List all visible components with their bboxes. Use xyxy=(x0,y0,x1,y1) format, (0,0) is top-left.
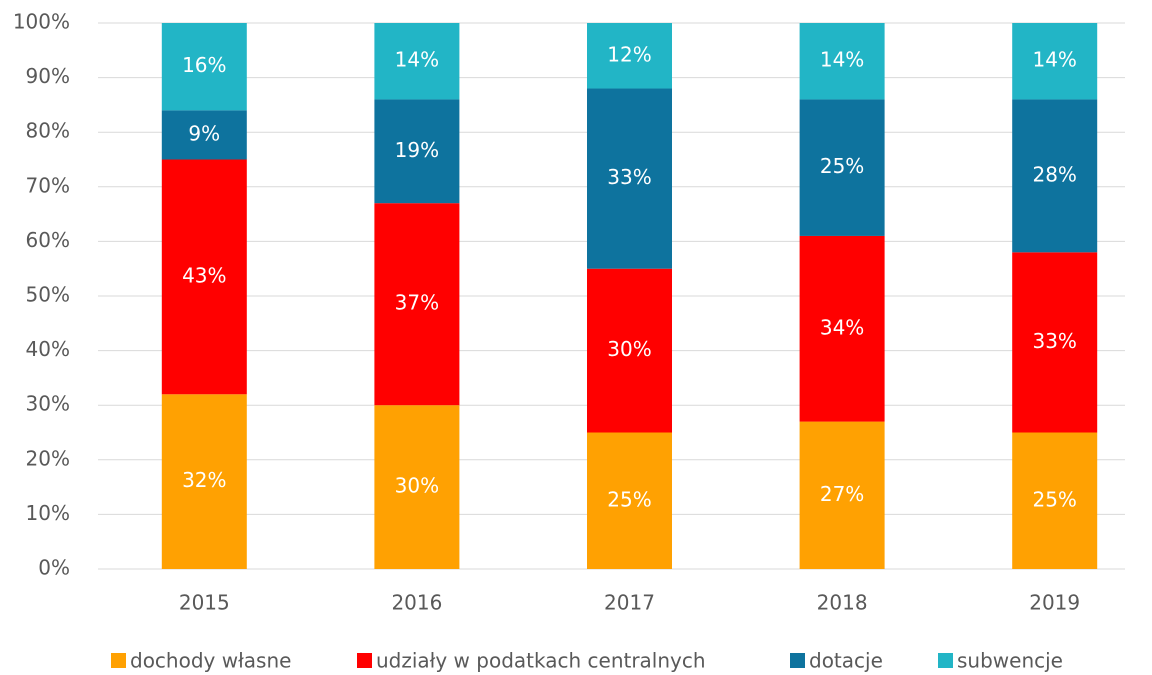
bar-segment xyxy=(587,88,672,269)
bar-segment xyxy=(161,23,247,111)
data-label: 25% xyxy=(1032,487,1076,511)
legend-label: udziały w podatkach centralnych xyxy=(376,649,706,673)
legend-label: dochody własne xyxy=(130,649,291,673)
data-label: 12% xyxy=(607,42,651,66)
y-tick-label: 30% xyxy=(26,392,70,416)
y-tick-label: 40% xyxy=(26,337,70,361)
y-tick-label: 10% xyxy=(26,501,70,525)
data-label: 14% xyxy=(1032,48,1076,72)
bar-segment xyxy=(374,203,460,406)
legend-swatch xyxy=(111,653,126,668)
data-label: 37% xyxy=(395,291,439,315)
bar-segment xyxy=(1012,432,1098,569)
y-tick-label: 0% xyxy=(38,556,70,580)
data-label: 33% xyxy=(1032,329,1076,353)
data-label: 33% xyxy=(607,165,651,189)
y-tick-label: 20% xyxy=(26,446,70,470)
data-label: 19% xyxy=(395,138,439,162)
data-label: 25% xyxy=(820,154,864,178)
y-tick-label: 90% xyxy=(26,64,70,88)
bar-segment xyxy=(799,23,885,100)
x-tick-label: 2016 xyxy=(391,591,442,615)
x-tick-label: 2018 xyxy=(817,591,868,615)
bar-segment xyxy=(587,23,672,89)
data-label: 34% xyxy=(820,315,864,339)
bar-segment xyxy=(161,394,247,569)
bar-segment xyxy=(587,432,672,569)
data-label: 28% xyxy=(1032,162,1076,186)
y-tick-label: 60% xyxy=(26,228,70,252)
y-tick-label: 80% xyxy=(26,119,70,143)
legend-swatch xyxy=(790,653,805,668)
data-label: 30% xyxy=(395,474,439,498)
legend-swatch xyxy=(938,653,953,668)
bar-segment xyxy=(374,99,460,204)
bar-segment xyxy=(799,235,885,422)
bar-segment xyxy=(374,23,460,100)
bar-segment xyxy=(374,405,460,569)
legend-label: dotacje xyxy=(809,649,883,673)
data-label: 27% xyxy=(820,482,864,506)
legend-swatch xyxy=(357,653,372,668)
x-tick-label: 2015 xyxy=(179,591,230,615)
bar-segment xyxy=(161,110,247,160)
data-label: 9% xyxy=(188,121,220,145)
bar-segment xyxy=(1012,252,1098,433)
y-tick-label: 100% xyxy=(13,10,70,34)
bar-segment xyxy=(799,421,885,569)
data-label: 14% xyxy=(820,48,864,72)
bar-segment xyxy=(1012,23,1098,100)
data-label: 16% xyxy=(182,53,226,77)
data-label: 25% xyxy=(607,487,651,511)
y-tick-label: 50% xyxy=(26,283,70,307)
bar-segment xyxy=(799,99,885,236)
data-label: 30% xyxy=(607,337,651,361)
data-label: 14% xyxy=(395,48,439,72)
bar-segment xyxy=(161,159,247,395)
bar-segment xyxy=(1012,99,1098,253)
y-tick-label: 70% xyxy=(26,173,70,197)
x-tick-label: 2017 xyxy=(604,591,655,615)
bar-segment xyxy=(587,268,672,433)
data-label: 32% xyxy=(182,468,226,492)
legend-label: subwencje xyxy=(957,649,1063,673)
data-label: 43% xyxy=(182,263,226,287)
x-tick-label: 2019 xyxy=(1029,591,1080,615)
